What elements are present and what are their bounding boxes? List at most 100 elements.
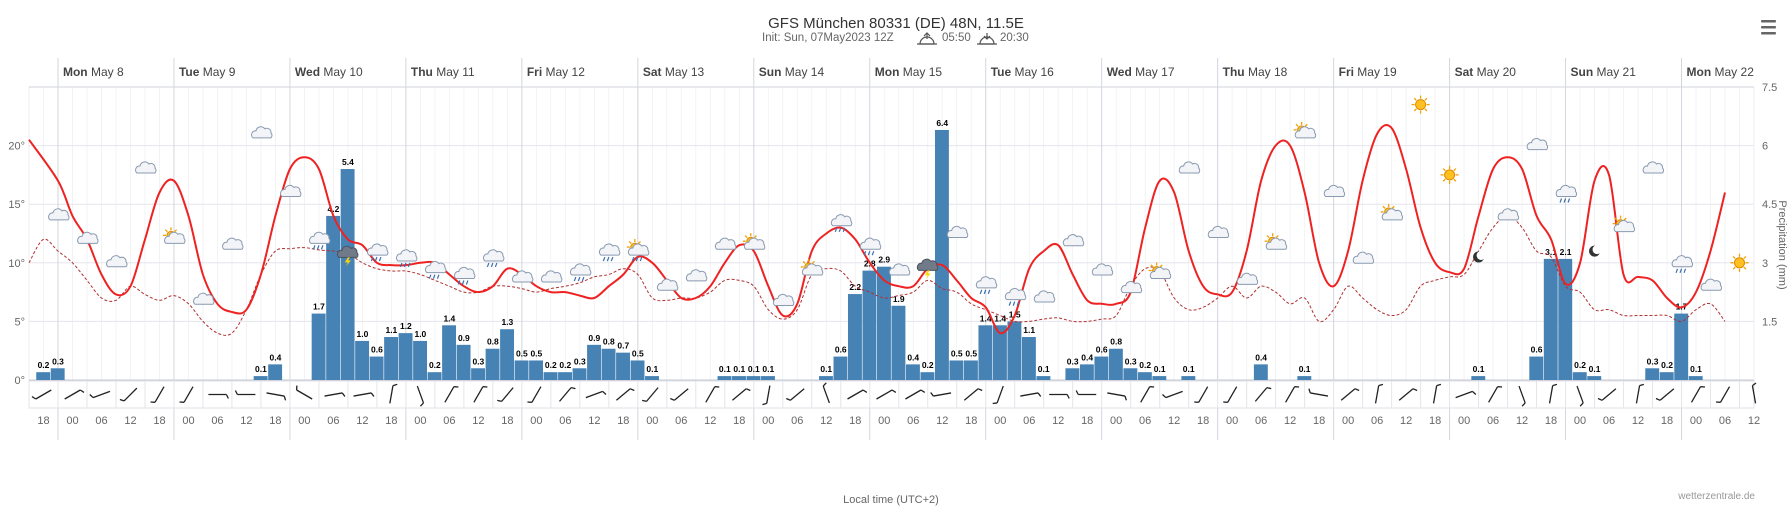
chart-title: GFS München 80331 (DE) 48N, 11.5E <box>768 15 1024 32</box>
cloud-shape <box>454 266 476 280</box>
precip-value-label: 1.0 <box>414 329 426 339</box>
wind-feather <box>1639 383 1645 387</box>
x-tick-label: 00 <box>298 415 310 427</box>
precip-bar <box>616 352 630 380</box>
x-tick-label: 00 <box>530 415 542 427</box>
wind-barb <box>963 388 983 401</box>
precip-value-label: 0.5 <box>632 348 644 358</box>
wind-feather <box>977 388 983 392</box>
day-label: Fri May 12 <box>527 65 585 79</box>
day-date: May 21 <box>1597 65 1637 79</box>
wind-feather <box>419 402 424 407</box>
sun-ray <box>1304 123 1308 127</box>
x-tick-label: 12 <box>936 415 948 427</box>
wind-barb <box>1162 390 1183 399</box>
sunset-time: 20:30 <box>1000 32 1029 44</box>
precip-value-label: 0.1 <box>748 364 760 374</box>
precip-value-label: 0.6 <box>1096 345 1108 355</box>
precip-bar <box>1108 348 1123 380</box>
wind-barb <box>731 388 751 401</box>
sun-ray <box>1295 123 1299 127</box>
rain-drop <box>610 256 614 262</box>
x-tick-label: 06 <box>327 415 339 427</box>
x-tick-label: 06 <box>1719 415 1731 427</box>
weather-sun-cloud-icon <box>1293 121 1317 139</box>
weather-moon-icon <box>1473 250 1486 263</box>
precip-value-label: 0.5 <box>951 348 963 358</box>
wind-feather <box>745 388 751 392</box>
cloud-shape <box>1033 290 1056 303</box>
wind-barb <box>444 386 459 403</box>
cloud-shape <box>280 184 302 197</box>
precip-bar <box>905 364 920 380</box>
x-tick-label: 12 <box>1516 415 1528 427</box>
y-tick-label: 20° <box>8 141 25 153</box>
wind-barb <box>119 387 138 402</box>
wind-feather <box>629 388 635 392</box>
cloud-shape <box>483 249 505 262</box>
day-date: May 9 <box>203 65 236 79</box>
precip-bar <box>862 270 877 380</box>
weather-cloud-icon <box>946 225 969 238</box>
weather-cloud-icon <box>1526 138 1549 151</box>
sun-ray <box>164 229 168 233</box>
wind-barb <box>1374 383 1384 404</box>
x-tick-label: 12 <box>124 415 136 427</box>
sun-ray <box>1413 97 1417 101</box>
x-tick-label: 18 <box>733 415 745 427</box>
wind-shaft <box>353 392 372 397</box>
rain-drop <box>403 262 407 268</box>
wind-barb <box>1635 383 1645 404</box>
sun-ray <box>744 235 748 239</box>
wind-shaft <box>905 389 922 400</box>
wind-barb <box>1398 388 1418 401</box>
cloud-shape <box>1497 208 1520 221</box>
sun-ray <box>1382 205 1386 209</box>
hamburger-menu-icon[interactable] <box>1754 17 1782 39</box>
precip-bar <box>934 129 949 380</box>
cloud-shape <box>743 237 766 250</box>
precip-value-label: 1.1 <box>385 325 397 335</box>
cloud-shape <box>367 243 389 256</box>
wind-feather <box>150 401 156 403</box>
precip-value-label: 0.9 <box>458 333 470 343</box>
weather-sun-cloud-icon <box>1612 215 1636 233</box>
precip-bar <box>833 356 848 380</box>
precip-bar <box>949 360 964 380</box>
credit-text: wetterzentrale.de <box>1677 491 1755 502</box>
wind-shaft <box>1020 392 1039 397</box>
wind-shaft <box>847 389 864 400</box>
rain-drop <box>635 256 639 262</box>
cloud-shape <box>627 243 650 256</box>
x-tick-label: 00 <box>994 415 1006 427</box>
day-date: May 16 <box>1015 65 1055 79</box>
x-tick-label: 06 <box>675 415 687 427</box>
wind-feather <box>1149 386 1155 388</box>
cloud-shape <box>1207 225 1230 238</box>
precip-value-label: 1.4 <box>443 313 455 323</box>
wind-shaft <box>389 385 394 404</box>
weather-cloud-icon <box>512 270 534 283</box>
wind-shaft <box>1254 387 1268 402</box>
sun-ray <box>1453 168 1457 172</box>
cloud-shape <box>396 249 418 262</box>
x-tick-label: 00 <box>1342 415 1354 427</box>
precip-bar <box>1645 368 1660 380</box>
precip-bar <box>1253 364 1268 380</box>
cloud-shape <box>801 263 824 276</box>
precip-value-label: 0.2 <box>1139 360 1151 370</box>
wind-shaft <box>1601 388 1617 401</box>
weather-cloud-icon <box>772 293 795 306</box>
rain-drop <box>461 280 465 285</box>
moon-cutout <box>1592 245 1602 255</box>
wind-barb <box>615 388 635 401</box>
precip-value-label: 0.2 <box>559 360 571 370</box>
day-date: May 19 <box>1357 65 1397 79</box>
wind-feather <box>1162 394 1167 399</box>
cloud-shape <box>772 293 795 306</box>
weather-cloud-icon <box>1700 278 1723 291</box>
precip-value-label: 0.2 <box>429 360 441 370</box>
wind-shaft <box>444 386 455 403</box>
